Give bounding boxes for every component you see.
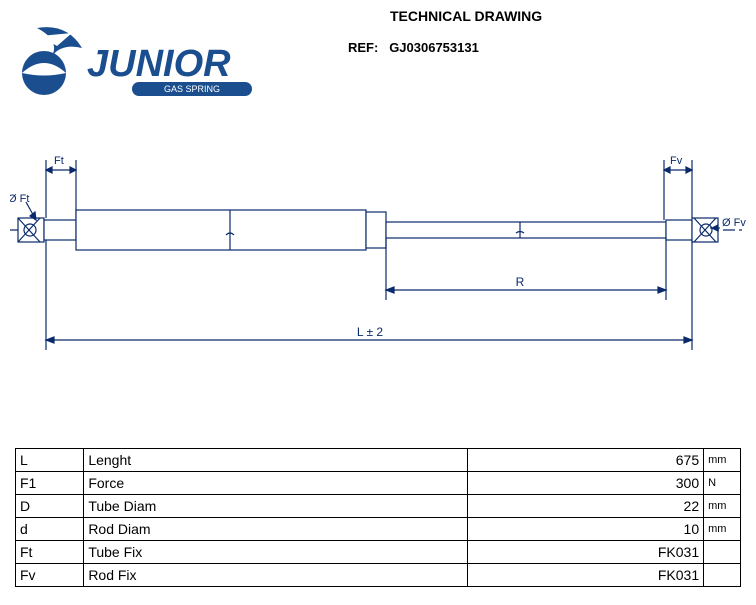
table-row: Fv Rod Fix FK031	[16, 564, 741, 587]
spec-symbol: d	[16, 518, 84, 541]
logo-brand-text: JUNIOR	[87, 43, 231, 85]
spec-symbol: L	[16, 449, 84, 472]
spec-value: FK031	[468, 541, 704, 564]
table-row: Ft Tube Fix FK031	[16, 541, 741, 564]
spec-desc: Tube Fix	[84, 541, 468, 564]
table-row: d Rod Diam 10 mm	[16, 518, 741, 541]
spec-unit: mm	[704, 518, 741, 541]
spec-unit	[704, 541, 741, 564]
spec-desc: Force	[84, 472, 468, 495]
ref-label: REF:	[348, 40, 378, 55]
logo-sub-text: GAS SPRING	[164, 84, 220, 94]
spec-table: L Lenght 675 mm F1 Force 300 N D Tube Di…	[15, 448, 741, 587]
header-title: TECHNICAL DRAWING	[390, 8, 542, 24]
spec-desc: Rod Fix	[84, 564, 468, 587]
spec-desc: Rod Diam	[84, 518, 468, 541]
table-row: D Tube Diam 22 mm	[16, 495, 741, 518]
spec-value: FK031	[468, 564, 704, 587]
spec-symbol: D	[16, 495, 84, 518]
ref-value: GJ0306753131	[389, 40, 479, 55]
r-dim-label: R	[516, 275, 525, 289]
spec-value: 675	[468, 449, 704, 472]
spec-symbol: F1	[16, 472, 84, 495]
spec-unit: mm	[704, 449, 741, 472]
spec-desc: Lenght	[84, 449, 468, 472]
technical-drawing: Ft Ø Ft	[10, 140, 746, 380]
ref-line: REF: GJ0306753131	[348, 40, 479, 55]
spec-value: 10	[468, 518, 704, 541]
l-dim-label: L ± 2	[357, 325, 383, 339]
table-row: L Lenght 675 mm	[16, 449, 741, 472]
spec-table-body: L Lenght 675 mm F1 Force 300 N D Tube Di…	[16, 449, 741, 587]
spec-unit: N	[704, 472, 741, 495]
spec-value: 22	[468, 495, 704, 518]
spec-symbol: Fv	[16, 564, 84, 587]
table-row: F1 Force 300 N	[16, 472, 741, 495]
spec-unit	[704, 564, 741, 587]
fv-dim-label: Fv	[670, 155, 683, 167]
brand-logo: JUNIOR GAS SPRING	[12, 18, 272, 108]
spec-value: 300	[468, 472, 704, 495]
ft-dim-label: Ft	[54, 155, 64, 167]
spec-desc: Tube Diam	[84, 495, 468, 518]
phi-fv-label: Ø Fv	[722, 217, 746, 229]
spec-unit: mm	[704, 495, 741, 518]
spec-symbol: Ft	[16, 541, 84, 564]
